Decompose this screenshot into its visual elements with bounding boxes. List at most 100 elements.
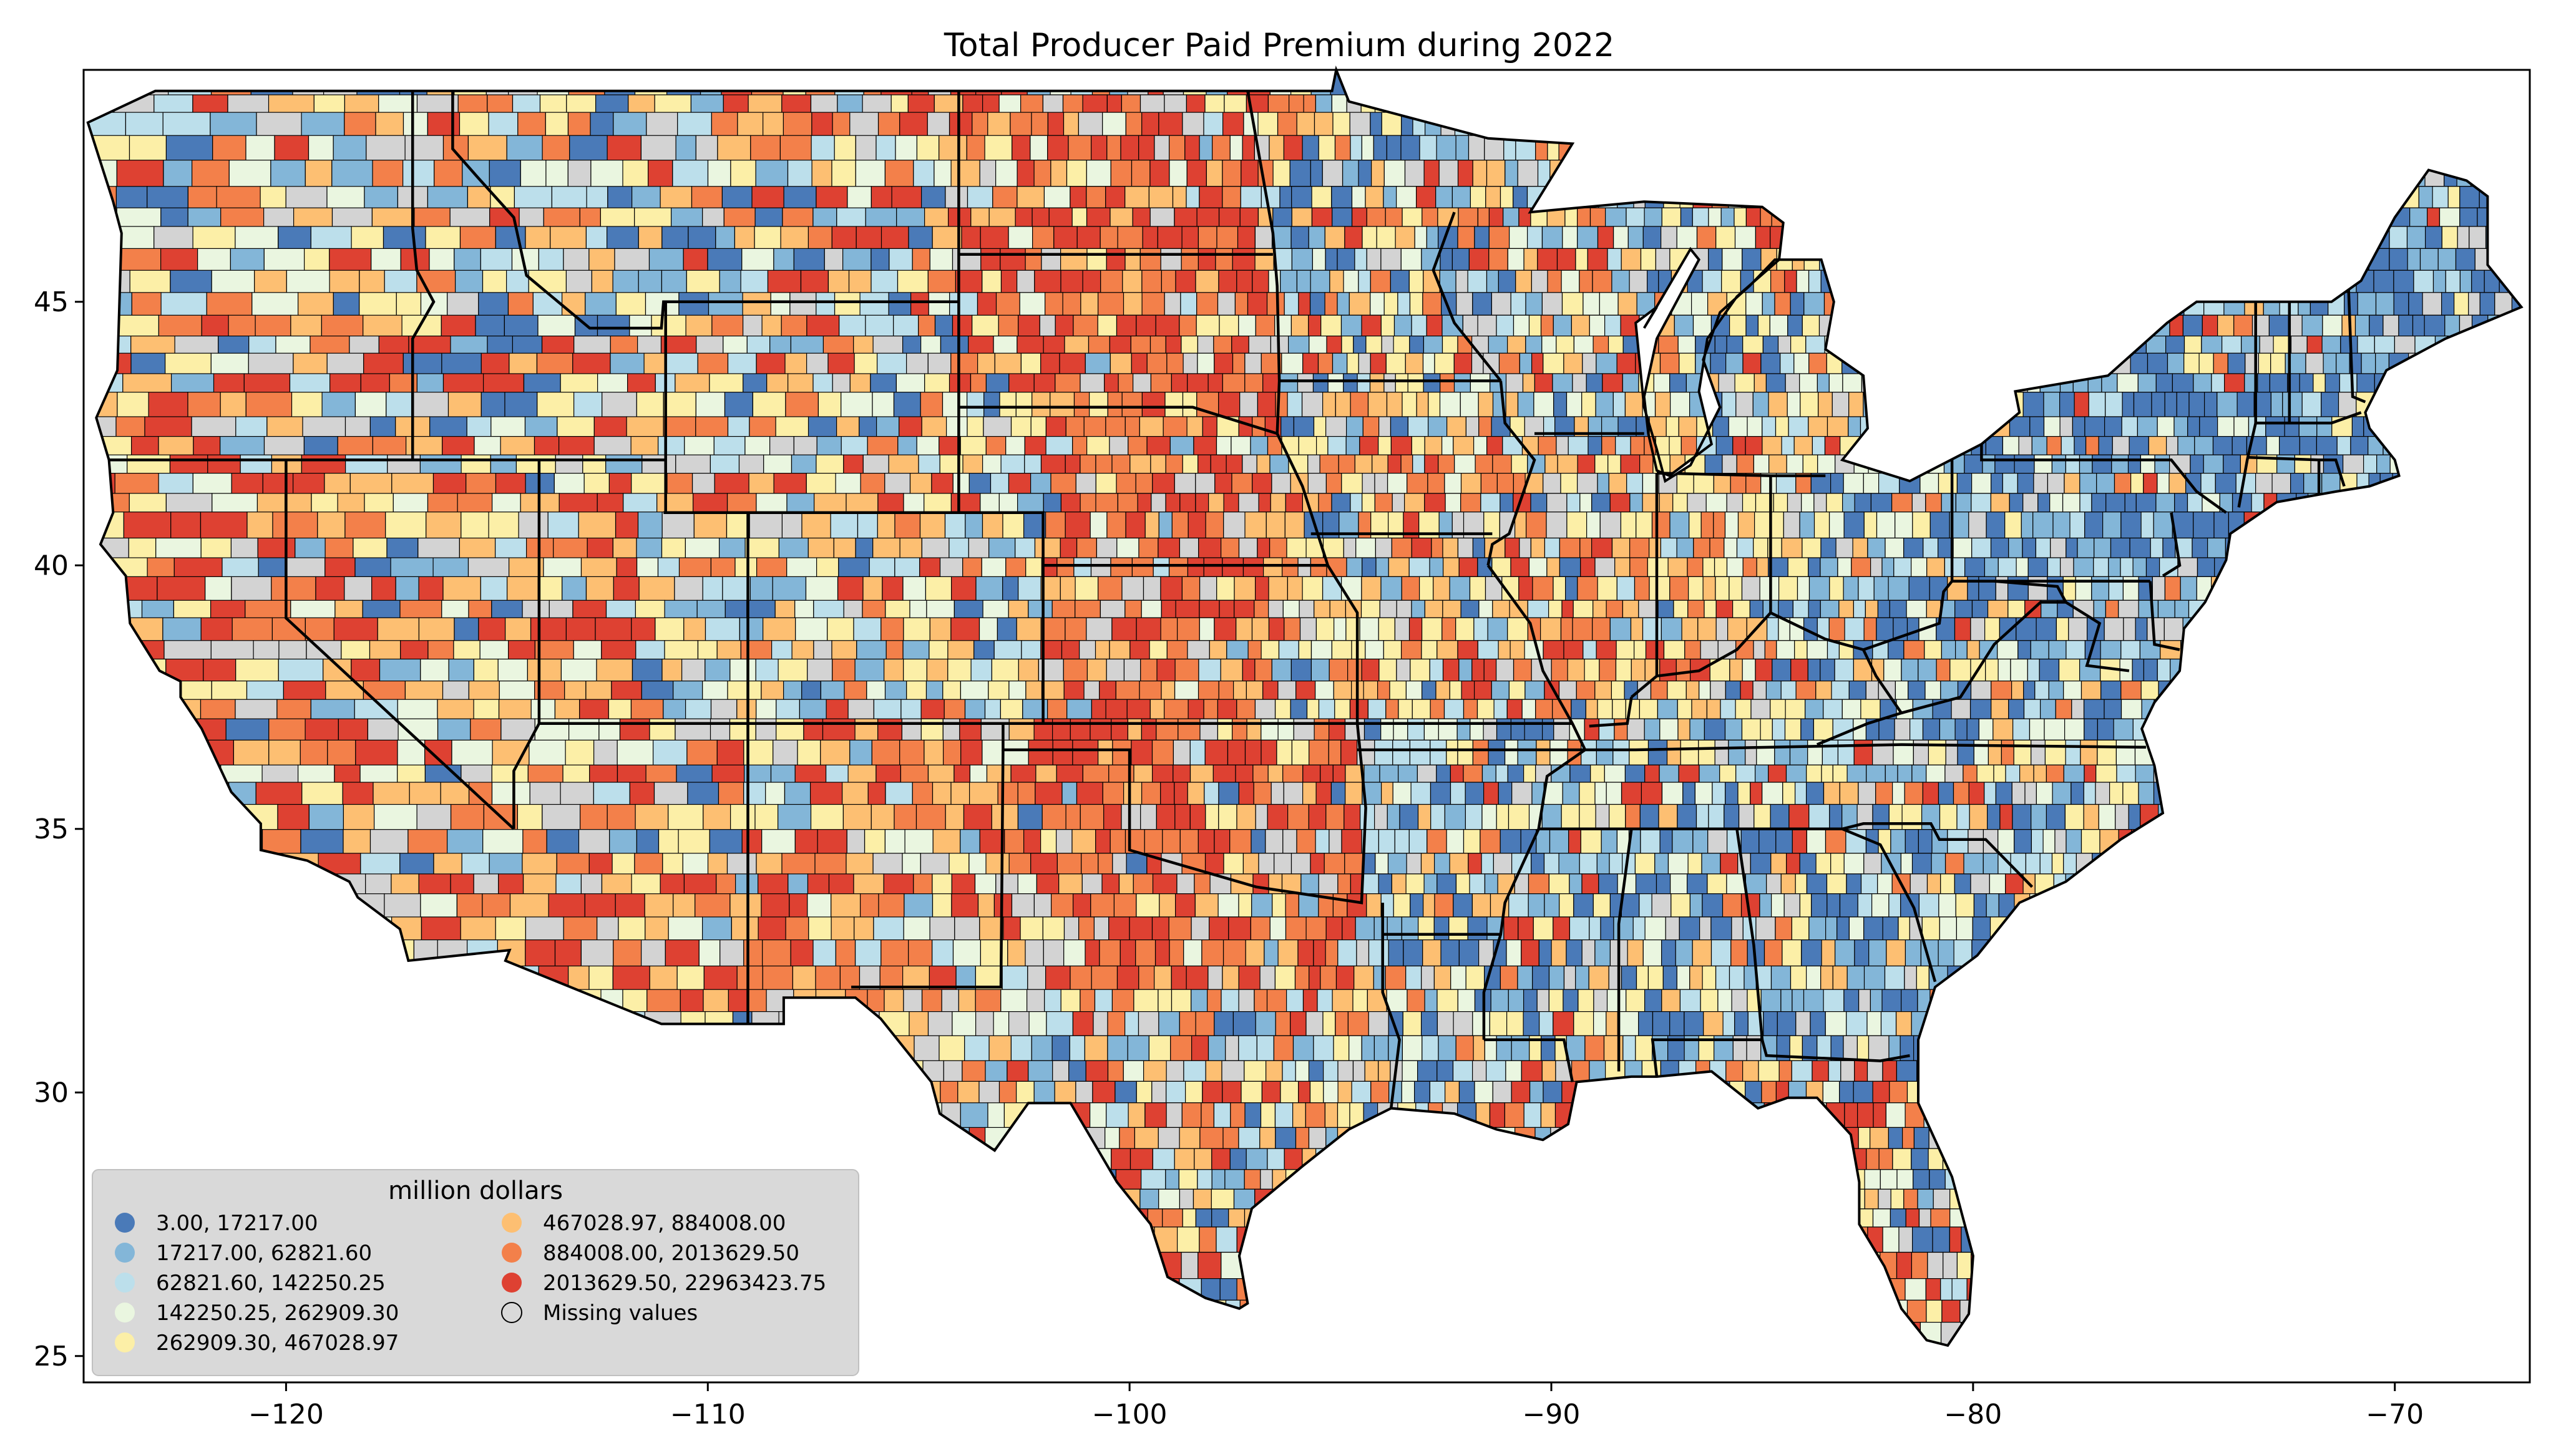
county-cell [1106,658,1125,682]
county-cell [1187,373,1209,393]
county-cell [1404,493,1425,513]
county-cell [1366,248,1382,271]
county-cell [1823,699,1843,719]
county-cell [2271,472,2291,494]
county-cell [1239,392,1258,417]
county-cell [1407,416,1429,437]
county-cell [1160,576,1183,601]
county-cell [1800,392,1819,417]
county-cell [1217,292,1236,316]
county-cell [1271,782,1284,805]
county-cell [1030,472,1051,494]
county-cell [2033,472,2048,494]
county-cell [1139,680,1162,700]
county-cell [1727,617,1747,641]
county-cell [1510,718,1525,741]
county-cell [1106,135,1121,161]
county-cell [1883,658,1902,682]
county-cell [1086,617,1113,641]
county-cell [2432,186,2449,208]
county-cell [1314,112,1334,136]
county-cell [1481,764,1496,783]
county-cell [1424,435,1443,455]
county-cell [1508,893,1529,918]
county-cell [1168,557,1189,577]
county-cell [1521,699,1536,719]
county-cell [1721,269,1741,293]
county-cell [1380,718,1394,741]
county-cell [1543,472,1561,494]
county-cell [1803,292,1825,316]
county-cell [1440,248,1453,271]
county-cell [1099,680,1116,700]
county-cell [1851,557,1871,577]
county-cell [1544,454,1558,474]
county-cell [1689,893,1703,918]
county-cell [2427,207,2441,227]
county-cell [1506,699,1523,719]
county-cell [1450,764,1464,783]
county-cell [1255,803,1268,830]
county-cell [1442,658,1460,682]
county-cell [1267,764,1284,783]
county-cell [1330,782,1346,805]
county-cell [1381,335,1394,354]
county-cell [1344,803,1361,830]
county-cell [2133,392,2152,417]
county-cell [1008,472,1032,494]
county-cell [1455,873,1470,895]
county-cell [1978,718,1994,741]
county-cell [1553,576,1566,601]
county-cell [2409,207,2428,227]
county-cell [1010,764,1037,783]
county-cell [1163,416,1188,437]
county-cell [2084,416,2105,437]
county-cell [2215,472,2236,494]
county-cell [1641,782,1662,805]
county-cell [1261,640,1280,660]
county-cell [1774,739,1791,765]
county-cell [1666,739,1681,765]
county-cell [1204,782,1219,805]
county-cell [1325,416,1347,437]
county-cell [1315,617,1335,641]
county-cell [1070,718,1091,741]
county-cell [1473,435,1488,455]
county-cell [1420,853,1435,875]
county-cell [1702,576,1716,601]
county-cell [1252,472,1272,494]
county-cell [1407,373,1424,393]
county-cell [1095,640,1110,660]
county-cell [1724,512,1739,539]
county-cell [1401,640,1422,660]
county-cell [1484,537,1506,558]
county-cell [1806,764,1822,783]
county-cell [2406,226,2426,250]
county-cell [1340,314,1362,337]
county-cell [1828,617,1845,641]
county-cell [1785,699,1806,719]
county-cell [1477,314,1497,337]
county-cell [2223,454,2241,474]
county-cell [1815,680,1832,700]
county-cell [1021,640,1041,660]
county-cell [1597,576,1617,601]
county-cell [1659,829,1673,854]
county-cell [1822,739,1839,765]
county-cell [1472,160,1488,187]
county-cell [1955,893,1974,918]
county-cell [1322,537,1344,558]
county-cell [1238,493,1259,513]
county-cell [1597,699,1613,719]
county-cell [1261,718,1279,741]
county-cell [1419,135,1437,161]
county-cell [2138,782,2155,805]
county-cell [1217,893,1239,918]
county-cell [1677,803,1697,830]
county-cell [1724,718,1743,741]
county-cell [1789,739,1808,765]
county-cell [1422,352,1435,374]
county-cell [1176,617,1200,641]
county-cell [1449,853,1469,875]
